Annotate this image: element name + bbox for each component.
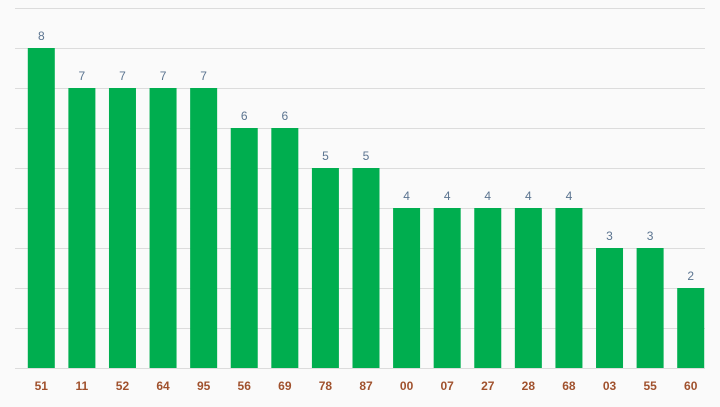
bar-55[interactable] bbox=[636, 248, 664, 368]
x-axis-tick-labels: 51 11 52 64 95 56 69 78 87 00 07 27 28 68 03 55 60 bbox=[35, 379, 698, 393]
data-label-11: 7 bbox=[79, 69, 86, 83]
x-tick-label-27: 27 bbox=[481, 379, 495, 393]
x-tick-label-00: 00 bbox=[400, 379, 414, 393]
x-tick-label-51: 51 bbox=[35, 379, 49, 393]
data-label-55: 3 bbox=[647, 229, 654, 243]
data-label-68: 4 bbox=[566, 189, 573, 203]
data-label-87: 5 bbox=[363, 149, 370, 163]
bar-27[interactable] bbox=[474, 208, 502, 368]
data-label-60: 2 bbox=[687, 269, 694, 283]
data-label-03: 3 bbox=[606, 229, 613, 243]
x-tick-label-95: 95 bbox=[197, 379, 211, 393]
bar-07[interactable] bbox=[433, 208, 461, 368]
data-label-52: 7 bbox=[119, 69, 126, 83]
bar-51[interactable] bbox=[27, 48, 55, 368]
x-tick-label-52: 52 bbox=[116, 379, 130, 393]
x-tick-label-69: 69 bbox=[278, 379, 292, 393]
x-tick-label-03: 03 bbox=[603, 379, 617, 393]
x-tick-label-55: 55 bbox=[643, 379, 657, 393]
bar-60[interactable] bbox=[677, 288, 705, 368]
bar-52[interactable] bbox=[108, 88, 136, 368]
x-tick-label-28: 28 bbox=[522, 379, 536, 393]
x-tick-label-56: 56 bbox=[238, 379, 252, 393]
data-label-28: 4 bbox=[525, 189, 532, 203]
data-label-78: 5 bbox=[322, 149, 329, 163]
data-label-64: 7 bbox=[160, 69, 167, 83]
x-tick-label-07: 07 bbox=[440, 379, 454, 393]
bar-03[interactable] bbox=[596, 248, 624, 368]
data-label-07: 4 bbox=[444, 189, 451, 203]
x-tick-label-11: 11 bbox=[76, 379, 89, 393]
value-labels: 8 7 7 7 7 6 6 5 5 4 4 4 4 4 3 3 2 bbox=[38, 29, 694, 283]
data-label-27: 4 bbox=[484, 189, 491, 203]
x-tick-label-87: 87 bbox=[359, 379, 373, 393]
bar-78[interactable] bbox=[311, 168, 339, 368]
x-tick-label-68: 68 bbox=[562, 379, 576, 393]
bar-11[interactable] bbox=[68, 88, 96, 368]
bar-69[interactable] bbox=[271, 128, 299, 368]
data-label-95: 7 bbox=[200, 69, 207, 83]
data-label-69: 6 bbox=[281, 109, 288, 123]
x-tick-label-78: 78 bbox=[319, 379, 333, 393]
bar-64[interactable] bbox=[149, 88, 177, 368]
data-label-51: 8 bbox=[38, 29, 45, 43]
bar-95[interactable] bbox=[190, 88, 218, 368]
data-label-00: 4 bbox=[403, 189, 410, 203]
bar-56[interactable] bbox=[230, 128, 258, 368]
x-tick-label-60: 60 bbox=[684, 379, 698, 393]
bar-68[interactable] bbox=[555, 208, 583, 368]
data-label-56: 6 bbox=[241, 109, 248, 123]
bar-28[interactable] bbox=[514, 208, 542, 368]
bars bbox=[27, 48, 705, 368]
bar-87[interactable] bbox=[352, 168, 380, 368]
x-tick-label-64: 64 bbox=[156, 379, 170, 393]
bar-00[interactable] bbox=[393, 208, 421, 368]
